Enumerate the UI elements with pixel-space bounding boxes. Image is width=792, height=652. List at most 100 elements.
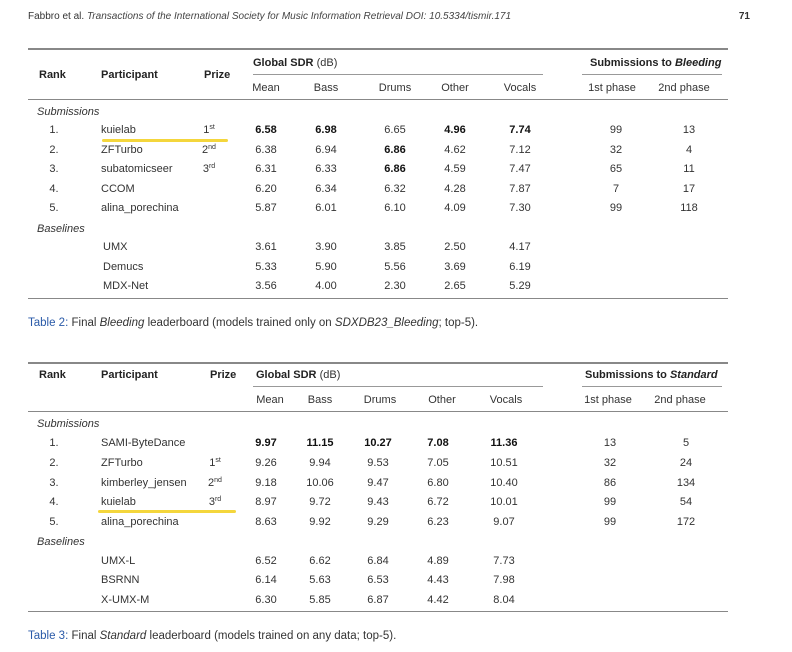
vocals-sdr-cell: 5.29 bbox=[509, 280, 531, 292]
phase1-count-cell: 32 bbox=[603, 457, 617, 469]
phase2-count-cell: 172 bbox=[676, 516, 696, 528]
other-sdr-cell: 4.28 bbox=[444, 183, 466, 195]
prize-cell: 1st bbox=[203, 124, 215, 136]
drums-sdr-cell: 5.56 bbox=[384, 261, 406, 273]
vocals-sdr-cell: 7.30 bbox=[509, 202, 531, 214]
header-authors: Fabbro et al. bbox=[28, 11, 85, 22]
participant-cell: subatomicseer bbox=[101, 163, 173, 175]
table-2-caption: Table 2: Final Bleeding leaderboard (mod… bbox=[28, 317, 479, 329]
vocals-sdr-cell: 4.17 bbox=[509, 241, 531, 253]
other-sdr-cell: 4.42 bbox=[427, 594, 449, 606]
prize-suffix: nd bbox=[208, 144, 216, 151]
vocals-sdr-cell: 7.12 bbox=[509, 144, 531, 156]
table-2-submissions-to-header: Submissions to Bleeding bbox=[590, 57, 722, 69]
vocals-sdr-cell: 6.19 bbox=[509, 261, 531, 273]
bass-sdr-cell: 4.00 bbox=[315, 280, 337, 292]
mean-sdr-cell: 6.38 bbox=[255, 144, 277, 156]
table-2-col-1st-phase: 1st phase bbox=[588, 82, 636, 94]
vocals-sdr-cell: 9.07 bbox=[493, 516, 515, 528]
mean-sdr-cell: 9.97 bbox=[255, 437, 277, 449]
other-sdr-cell: 6.23 bbox=[427, 516, 449, 528]
drums-sdr-cell: 9.29 bbox=[367, 516, 389, 528]
phase2-count-cell: 11 bbox=[683, 163, 695, 175]
phase1-count-cell: 86 bbox=[603, 477, 617, 489]
other-sdr-cell: 3.69 bbox=[444, 261, 466, 273]
table-3-col-other: Other bbox=[428, 394, 456, 406]
table-2-col-other: Other bbox=[441, 82, 469, 94]
prize-suffix: rd bbox=[208, 163, 216, 170]
table-3-bottom-rule bbox=[28, 611, 728, 612]
phase2-count-cell: 54 bbox=[679, 496, 693, 508]
rank-cell: 4. bbox=[49, 183, 59, 195]
table-2-col-mean: Mean bbox=[252, 82, 280, 94]
prize-number: 2 bbox=[208, 477, 215, 489]
participant-cell: kuielab bbox=[101, 124, 136, 136]
mean-sdr-cell: 9.18 bbox=[255, 477, 277, 489]
other-sdr-cell: 7.08 bbox=[427, 437, 449, 449]
bass-sdr-cell: 10.06 bbox=[306, 477, 334, 489]
other-sdr-cell: 2.50 bbox=[444, 241, 466, 253]
drums-sdr-cell: 6.86 bbox=[384, 163, 406, 175]
phase2-count-cell: 118 bbox=[680, 202, 698, 214]
table-3-col-drums: Drums bbox=[363, 394, 397, 406]
prize-number: 1 bbox=[209, 457, 216, 469]
mean-sdr-cell: 6.58 bbox=[255, 124, 277, 136]
bass-sdr-cell: 6.94 bbox=[315, 144, 337, 156]
rank-cell: 1. bbox=[49, 124, 59, 136]
mean-sdr-cell: 5.87 bbox=[255, 202, 277, 214]
phase1-count-cell: 65 bbox=[609, 163, 623, 175]
bass-sdr-cell: 6.34 bbox=[315, 183, 337, 195]
phase1-count-cell: 7 bbox=[612, 183, 620, 195]
prize-suffix: st bbox=[215, 457, 221, 464]
other-sdr-cell: 4.96 bbox=[444, 124, 466, 136]
table-3-submissions-to-header: Submissions to Standard bbox=[585, 369, 718, 381]
drums-sdr-cell: 6.32 bbox=[384, 183, 406, 195]
table-3-header-rule bbox=[28, 411, 728, 412]
phase2-count-cell: 24 bbox=[679, 457, 693, 469]
bass-sdr-cell: 5.90 bbox=[315, 261, 337, 273]
mean-sdr-cell: 8.63 bbox=[255, 516, 277, 528]
phase1-count-cell: 13 bbox=[603, 437, 617, 449]
table-2-sdr-subrule bbox=[253, 74, 543, 75]
baseline-name-cell: BSRNN bbox=[101, 574, 140, 586]
baseline-name-cell: X-UMX-M bbox=[101, 594, 150, 606]
mean-sdr-cell: 9.26 bbox=[255, 457, 277, 469]
baseline-name-cell: UMX bbox=[103, 241, 128, 253]
header-doi: DOI: 10.5334/tismir.171 bbox=[405, 11, 512, 22]
other-sdr-cell: 4.09 bbox=[444, 202, 466, 214]
table-2-col-2nd-phase: 2nd phase bbox=[658, 82, 710, 94]
bass-sdr-cell: 5.85 bbox=[309, 594, 331, 606]
mean-sdr-cell: 6.14 bbox=[255, 574, 277, 586]
table-2-section-submissions: Submissions bbox=[37, 106, 100, 118]
mean-sdr-cell: 6.20 bbox=[255, 183, 277, 195]
table-2-section-baselines: Baselines bbox=[37, 223, 85, 235]
table-3-sdr-subrule bbox=[253, 386, 543, 387]
participant-cell: kimberley_jensen bbox=[101, 477, 187, 489]
rank-cell: 1. bbox=[49, 437, 59, 449]
vocals-sdr-cell: 10.51 bbox=[490, 457, 518, 469]
rank-cell: 3. bbox=[49, 163, 59, 175]
other-sdr-cell: 7.05 bbox=[427, 457, 449, 469]
mean-sdr-cell: 3.61 bbox=[255, 241, 277, 253]
other-sdr-cell: 4.89 bbox=[427, 555, 449, 567]
table-2-col-drums: Drums bbox=[378, 82, 412, 94]
drums-sdr-cell: 9.53 bbox=[367, 457, 389, 469]
table-2-prize-header: Prize bbox=[204, 69, 231, 81]
bass-sdr-cell: 6.98 bbox=[315, 124, 337, 136]
other-sdr-cell: 4.62 bbox=[444, 144, 466, 156]
prize-number: 3 bbox=[208, 496, 215, 508]
phase1-count-cell: 99 bbox=[603, 516, 617, 528]
table-3-section-baselines: Baselines bbox=[37, 536, 85, 548]
drums-sdr-cell: 3.85 bbox=[384, 241, 406, 253]
vocals-sdr-cell: 11.36 bbox=[490, 437, 518, 449]
bass-sdr-cell: 9.72 bbox=[309, 496, 331, 508]
drums-sdr-cell: 9.47 bbox=[367, 477, 389, 489]
bass-sdr-cell: 9.94 bbox=[309, 457, 331, 469]
table-2-highlight-kuielab bbox=[102, 139, 228, 142]
prize-cell: 1st bbox=[209, 457, 221, 469]
phase2-count-cell: 5 bbox=[682, 437, 690, 449]
participant-cell: alina_porechina bbox=[101, 516, 179, 528]
bass-sdr-cell: 3.90 bbox=[315, 241, 337, 253]
participant-cell: alina_porechina bbox=[101, 202, 179, 214]
other-sdr-cell: 4.43 bbox=[427, 574, 449, 586]
